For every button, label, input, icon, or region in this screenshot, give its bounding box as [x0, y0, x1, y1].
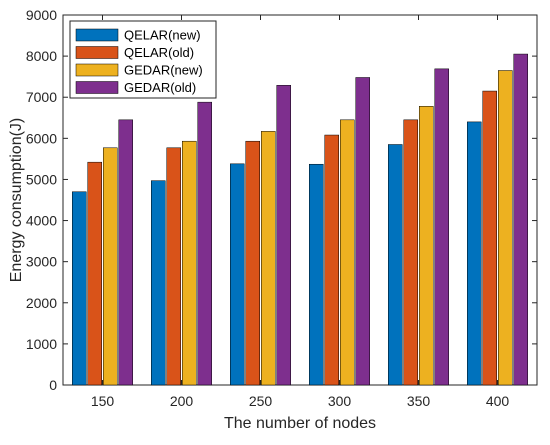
bar-QELAR(old)-400	[482, 90, 497, 386]
bar-GEDAR(old)-150	[118, 119, 133, 386]
y-tick-label: 5000	[26, 171, 57, 187]
bar-QELAR(new)-300	[309, 163, 324, 386]
bar-QELAR(new)-350	[388, 144, 403, 386]
bar-QELAR(old)-350	[403, 119, 418, 386]
bar-GEDAR(new)-200	[182, 140, 197, 386]
y-tick-label: 1000	[26, 336, 57, 352]
x-tick-label: 350	[407, 393, 431, 409]
x-tick-label: 150	[91, 393, 115, 409]
y-tick-label: 3000	[26, 254, 57, 270]
bar-QELAR(old)-150	[87, 161, 102, 386]
bar-QELAR(old)-250	[245, 140, 260, 386]
x-axis-label: The number of nodes	[224, 415, 376, 432]
bar-GEDAR(new)-350	[419, 106, 434, 386]
bar-QELAR(new)-250	[230, 163, 245, 386]
y-tick-label: 8000	[26, 48, 57, 64]
legend-entry-label: GEDAR(old)	[124, 80, 196, 95]
bar-GEDAR(new)-150	[103, 147, 118, 386]
y-axis-ticks: 0 1000 2000 3000 4000 5000 6000 7000 8000 9000	[26, 7, 537, 393]
bar-GEDAR(old)-200	[197, 101, 212, 386]
bar-QELAR(new)-200	[151, 180, 166, 386]
x-tick-label: 400	[486, 393, 510, 409]
legend-swatch	[75, 28, 119, 42]
legend-swatch	[75, 81, 119, 94]
x-tick-label: 200	[170, 393, 194, 409]
bar-QELAR(new)-400	[467, 121, 482, 386]
y-tick-label: 7000	[26, 89, 57, 105]
y-tick-label: 4000	[26, 213, 57, 229]
legend-entry-label: QELAR(old)	[124, 45, 194, 60]
y-tick-label: 9000	[26, 7, 57, 23]
bar-GEDAR(old)-400	[513, 53, 528, 386]
bar-GEDAR(old)-300	[355, 77, 370, 386]
bar-GEDAR(new)-400	[498, 70, 513, 386]
bar-GEDAR(old)-350	[434, 68, 449, 386]
legend-swatch	[75, 46, 119, 59]
bar-QELAR(new)-150	[72, 191, 87, 386]
x-tick-label: 250	[249, 393, 273, 409]
legend-swatch	[75, 63, 119, 77]
x-axis-ticks: 150 200 250 300 350 400	[91, 15, 510, 409]
y-tick-label: 6000	[26, 130, 57, 146]
bar-GEDAR(old)-250	[276, 85, 291, 386]
y-axis-label: Energy consumption(J)	[8, 118, 25, 283]
x-tick-label: 300	[328, 393, 352, 409]
bar-QELAR(old)-300	[324, 134, 339, 386]
bar-GEDAR(new)-300	[340, 119, 355, 386]
y-tick-label: 0	[49, 377, 57, 393]
bar-QELAR(old)-200	[166, 147, 181, 386]
legend-entry-label: GEDAR(new)	[124, 63, 203, 78]
bar-GEDAR(new)-250	[261, 131, 276, 386]
legend-entry-label: QELAR(new)	[124, 28, 201, 43]
bars-group	[72, 53, 528, 386]
legend: QELAR(new) QELAR(old) GEDAR(new) GEDAR(old)	[69, 20, 217, 99]
y-tick-label: 2000	[26, 295, 57, 311]
